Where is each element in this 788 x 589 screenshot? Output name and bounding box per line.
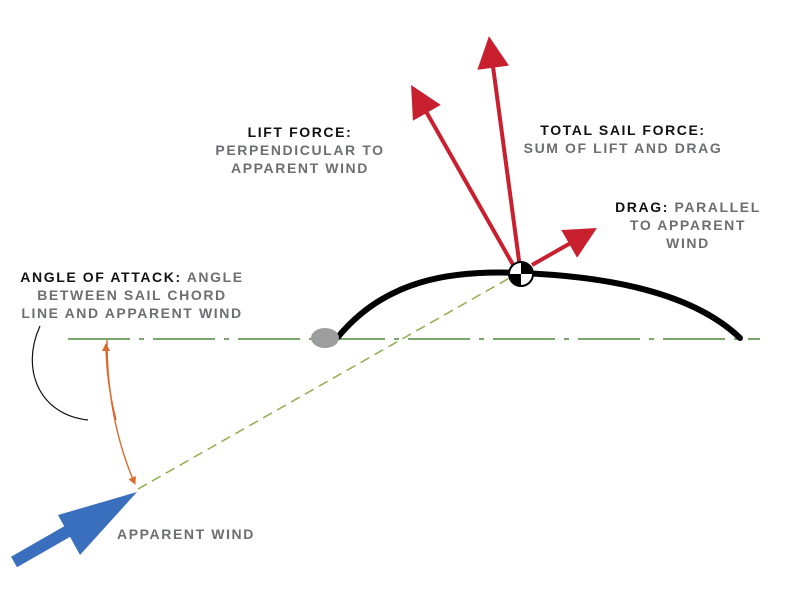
total-sail-force-arrow — [477, 36, 522, 269]
drag-label: DRAG: PARALLEL TO APPARENT WIND — [600, 198, 776, 252]
lift-force-arrow — [411, 85, 518, 271]
sail-curve — [335, 269, 743, 341]
apparent-wind-line — [137, 275, 514, 490]
total-sail-force-line-1: SUM OF LIFT AND DRAG — [523, 140, 723, 156]
angle-callout-line — [31, 325, 89, 421]
drag-line-2: TO APPARENT — [629, 217, 747, 233]
angle-line-2: BETWEEN SAIL CHORD — [37, 287, 227, 303]
angle-heading: ANGLE OF ATTACK: — [20, 269, 182, 285]
lift-force-line-1: PERPENDICULAR TO — [215, 142, 385, 158]
lift-force-line-2: APPARENT WIND — [231, 160, 369, 176]
drag-line-1: PARALLEL — [668, 199, 761, 215]
total-sail-force-heading: TOTAL SAIL FORCE: — [540, 122, 706, 138]
apparent-wind-arrow — [11, 492, 137, 568]
angle-of-attack-arc — [106, 339, 136, 485]
drag-heading: DRAG: — [615, 199, 669, 215]
drag-line-3: WIND — [666, 235, 710, 251]
angle-line-1: ANGLE — [181, 269, 244, 285]
apparent-wind-label: APPARENT WIND — [117, 526, 255, 542]
drag-arrow — [531, 228, 597, 267]
lift-force-heading: LIFT FORCE: — [247, 124, 353, 140]
lift-force-label: LIFT FORCE: PERPENDICULAR TO APPARENT WI… — [200, 123, 400, 177]
mast-icon — [311, 328, 339, 348]
angle-line-3: LINE AND APPARENT WIND — [21, 305, 243, 321]
total-sail-force-label: TOTAL SAIL FORCE: SUM OF LIFT AND DRAG — [508, 121, 738, 157]
angle-of-attack-arc-start — [102, 343, 117, 421]
center-of-effort-icon — [508, 261, 534, 287]
angle-of-attack-label: ANGLE OF ATTACK: ANGLE BETWEEN SAIL CHOR… — [4, 268, 260, 322]
